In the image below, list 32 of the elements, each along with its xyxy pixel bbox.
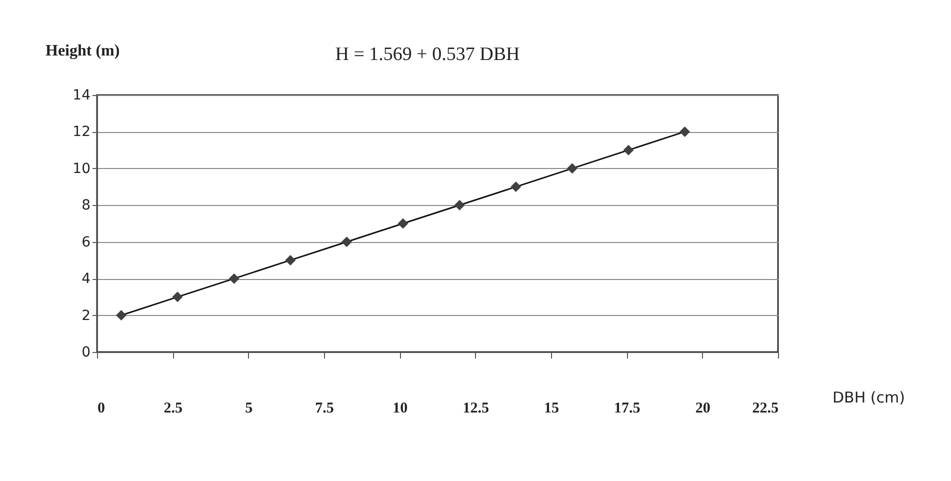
point <box>228 273 240 284</box>
point <box>623 144 634 156</box>
point <box>680 126 690 137</box>
point <box>172 292 183 302</box>
y-tick-label: 10 <box>72 160 90 177</box>
y-tick-label: 6 <box>82 234 91 250</box>
y-axis-title: Height (m) <box>46 42 120 60</box>
x-tick-label: 22.5 <box>752 400 778 416</box>
point <box>341 236 352 248</box>
x-tick-label: 2.5 <box>164 400 183 416</box>
chart-title: H = 1.569 + 0.537 DBH <box>335 44 520 65</box>
x-tick-label: 0 <box>98 400 105 416</box>
y-tick-label: 14 <box>72 88 91 104</box>
y-tick-label: 12 <box>72 124 90 140</box>
y-tick-label: 2 <box>82 308 90 324</box>
x-tick-label: 15 <box>544 400 559 416</box>
point <box>510 182 522 192</box>
x-tick-label: 12.5 <box>462 400 489 416</box>
x-tick-label: 5 <box>245 400 253 416</box>
x-tick-label: 7.5 <box>315 400 334 416</box>
y-tick-label: 4 <box>82 271 91 288</box>
point <box>454 200 465 210</box>
x-tick-label: 10 <box>392 400 408 416</box>
y-tick-label: 0 <box>82 344 90 360</box>
point <box>398 218 408 229</box>
point <box>285 254 296 266</box>
point <box>566 163 578 174</box>
x-tick-label: 17.5 <box>614 400 640 416</box>
point <box>116 310 126 321</box>
x-tick-label: 20 <box>695 400 710 416</box>
x-axis-title: DBH (cm) <box>832 388 905 406</box>
y-tick-label: 8 <box>82 198 90 214</box>
